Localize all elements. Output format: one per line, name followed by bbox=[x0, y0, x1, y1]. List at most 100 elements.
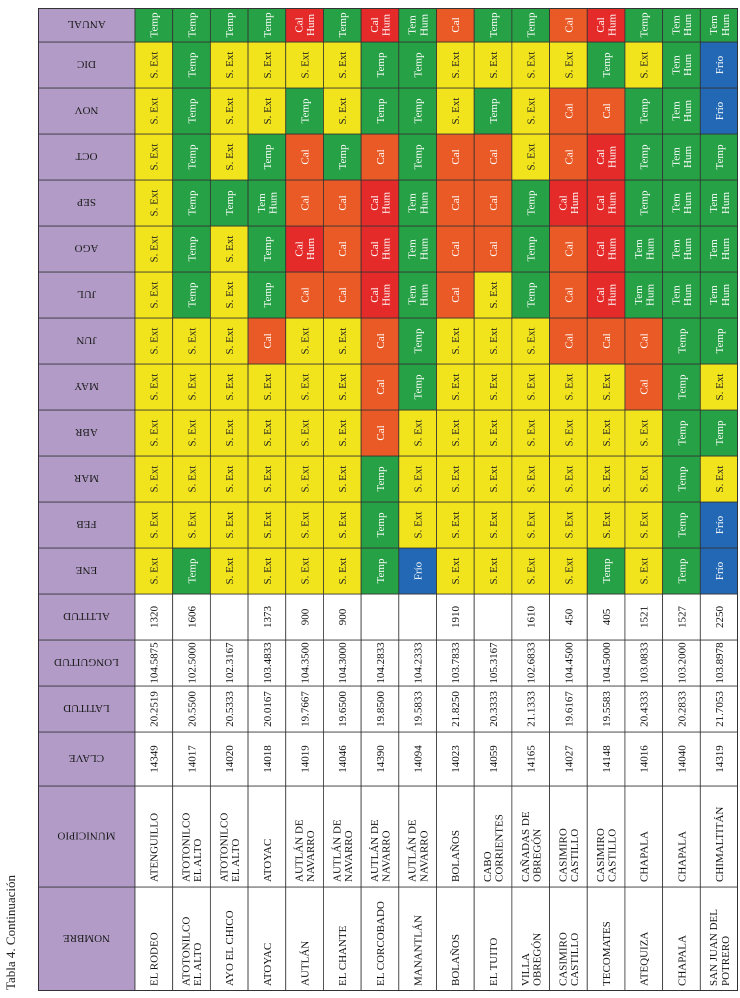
category-label: S. Ext bbox=[601, 374, 613, 401]
nombre-cell-text: EL RODEO bbox=[149, 932, 161, 986]
header-oct-line: OCT bbox=[75, 150, 97, 162]
header-nov: NOV bbox=[75, 104, 99, 116]
category-label: Cal bbox=[563, 287, 575, 302]
month-cell bbox=[662, 501, 701, 549]
header-cell bbox=[38, 87, 136, 135]
category-label: S. Ext bbox=[337, 52, 349, 79]
category-label: Tem Hum bbox=[407, 14, 431, 36]
nombre-cell-text: CHAPALA bbox=[676, 935, 688, 986]
header-nombre: NOMBRE bbox=[63, 932, 110, 944]
month-cell bbox=[549, 179, 588, 227]
category-label-line: S. Ext bbox=[186, 466, 198, 493]
longitud-cell-text: 104.2333 bbox=[413, 642, 425, 684]
category-label: S. Ext bbox=[149, 328, 161, 355]
category-label: S. Ext bbox=[262, 52, 274, 79]
month-cell bbox=[134, 271, 174, 319]
category-label-line: S. Ext bbox=[149, 144, 161, 171]
category-label-line: S. Ext bbox=[224, 558, 236, 585]
category-label: Temp bbox=[186, 12, 198, 37]
longitud-cell-text-line: 104.3000 bbox=[337, 642, 349, 684]
municipio-cell-text-line: CORRIENTES bbox=[494, 814, 506, 882]
category-label-line: S. Ext bbox=[186, 328, 198, 355]
municipio-cell-text: AUTLÁN DE NAVARRO bbox=[331, 819, 355, 882]
month-cell bbox=[247, 501, 287, 549]
category-label-line: S. Ext bbox=[413, 420, 425, 447]
category-label: Temp bbox=[639, 98, 651, 123]
category-label-line: Hum bbox=[682, 284, 694, 306]
category-label-line: Cal bbox=[563, 103, 575, 118]
category-label-line: Hum bbox=[381, 192, 393, 214]
category-label-line: S. Ext bbox=[337, 98, 349, 125]
municipio-cell-text-line: NAVARRO bbox=[381, 830, 393, 882]
category-label: Cal bbox=[337, 287, 349, 302]
category-label: Temp bbox=[413, 328, 425, 353]
header-longuitud: LONGUITUD bbox=[54, 656, 119, 668]
category-label: S. Ext bbox=[149, 236, 161, 263]
municipio-cell bbox=[662, 785, 701, 888]
header-sep: SEP bbox=[77, 196, 96, 208]
category-label: S. Ext bbox=[563, 420, 575, 447]
month-cell bbox=[699, 271, 738, 319]
category-label-line: Temp bbox=[413, 98, 425, 123]
category-label: Tem Hum bbox=[671, 14, 695, 36]
category-label: S. Ext bbox=[149, 374, 161, 401]
month-cell bbox=[436, 501, 475, 549]
category-label: Temp bbox=[299, 98, 311, 123]
latitud-cell bbox=[699, 685, 738, 733]
month-cell bbox=[436, 133, 475, 181]
category-label-line: S. Ext bbox=[450, 420, 462, 447]
month-cell bbox=[699, 225, 738, 273]
category-label: Cal bbox=[450, 17, 462, 32]
clave-cell-text: 14020 bbox=[224, 745, 236, 773]
category-label-line: S. Ext bbox=[149, 190, 161, 217]
category-label-line: S. Ext bbox=[262, 374, 274, 401]
category-label-line: Tem bbox=[708, 239, 720, 259]
month-cell bbox=[473, 455, 513, 503]
category-label-line: S. Ext bbox=[450, 512, 462, 539]
altitud-cell-text: 1527 bbox=[676, 606, 688, 629]
category-label-line: Hum bbox=[720, 284, 732, 306]
altitud-cell-text: 1320 bbox=[149, 606, 161, 629]
category-label: S. Ext bbox=[337, 374, 349, 401]
category-label-line: Temp bbox=[262, 236, 274, 261]
latitud-cell-text: 20.2833 bbox=[676, 691, 688, 727]
municipio-cell-text-line: CASTILLO bbox=[607, 829, 619, 882]
municipio-cell-text-line: NAVARRO bbox=[305, 830, 317, 882]
latitud-cell-text-line: 20.5500 bbox=[186, 691, 198, 727]
category-label-line: S. Ext bbox=[526, 558, 538, 585]
category-label-line: Temp bbox=[676, 558, 688, 583]
nombre-cell-text-line: SAN JUAN DEL bbox=[708, 909, 720, 986]
month-cell bbox=[398, 501, 437, 549]
month-cell bbox=[360, 87, 400, 135]
clave-cell-text-line: 14148 bbox=[601, 745, 613, 773]
month-cell bbox=[549, 547, 588, 595]
category-label: Tem Hum bbox=[671, 284, 695, 306]
category-label-line: Hum bbox=[569, 192, 581, 214]
month-cell bbox=[549, 317, 588, 365]
category-label: Tem Hum bbox=[708, 192, 732, 214]
category-label-line: S. Ext bbox=[488, 512, 500, 539]
clave-cell bbox=[398, 731, 437, 787]
category-label: S. Ext bbox=[563, 558, 575, 585]
category-label: S. Ext bbox=[262, 512, 274, 539]
category-label-line: Temp bbox=[413, 374, 425, 399]
header-jun-line: JUN bbox=[76, 334, 96, 346]
category-label-line: S. Ext bbox=[563, 374, 575, 401]
category-label: Temp bbox=[714, 420, 726, 445]
category-label-line: Tem bbox=[407, 15, 419, 35]
month-cell bbox=[285, 547, 324, 595]
clave-cell-text: 14040 bbox=[676, 745, 688, 773]
header-clave: CLAVE bbox=[69, 752, 105, 764]
month-cell bbox=[586, 8, 626, 43]
category-label: Cal Hum bbox=[369, 238, 393, 260]
municipio-cell-text-line: CHAPALA bbox=[676, 831, 688, 882]
month-cell bbox=[473, 225, 513, 273]
clave-cell-text-line: 14023 bbox=[450, 745, 462, 773]
category-label-line: Cal bbox=[375, 333, 387, 348]
municipio-cell-text: ATOTONILCO EL ALTO bbox=[181, 813, 205, 882]
month-cell bbox=[473, 409, 513, 457]
clave-cell-text: 14017 bbox=[186, 745, 198, 773]
month-cell bbox=[549, 225, 588, 273]
category-label-line: Tem bbox=[407, 285, 419, 305]
category-label-line: Hum bbox=[682, 14, 694, 36]
